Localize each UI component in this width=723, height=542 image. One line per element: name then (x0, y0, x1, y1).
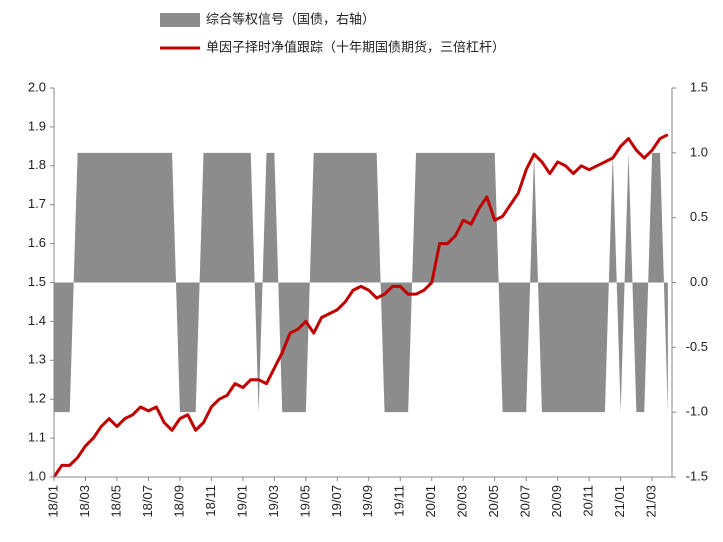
y2-tick-label: 0.5 (690, 209, 708, 224)
x-tick-label: 19/09 (360, 485, 375, 518)
x-tick-label: 18/11 (203, 485, 218, 517)
y2-tick-label: -1.0 (686, 404, 708, 419)
y-tick-label: 2.0 (28, 79, 46, 94)
y2-tick-label: -1.5 (686, 468, 708, 483)
x-tick-label: 20/01 (423, 485, 438, 518)
y-tick-label: 1.4 (28, 313, 46, 328)
y2-tick-label: -0.5 (686, 339, 708, 354)
y-tick-label: 1.8 (28, 157, 46, 172)
signal-area (54, 152, 668, 413)
x-tick-label: 19/05 (297, 485, 312, 518)
x-tick-label: 19/03 (266, 485, 281, 518)
x-tick-label: 20/03 (455, 485, 470, 518)
x-tick-label: 19/07 (329, 485, 344, 518)
y-tick-label: 1.2 (28, 391, 46, 406)
legend-label: 综合等权信号（国债，右轴） (206, 11, 375, 26)
y-tick-label: 1.5 (28, 274, 46, 289)
x-tick-label: 19/01 (234, 485, 249, 518)
y-tick-label: 1.3 (28, 352, 46, 367)
y-tick-label: 1.1 (28, 430, 46, 445)
x-tick-label: 18/03 (77, 485, 92, 518)
legend-label: 单因子择时净值跟踪（十年期国债期货，三倍杠杆） (206, 39, 505, 54)
legend-swatch (160, 13, 200, 27)
x-tick-label: 21/01 (612, 485, 627, 518)
y2-tick-label: 1.5 (690, 79, 708, 94)
y-tick-label: 1.6 (28, 235, 46, 250)
y2-tick-label: 1.0 (690, 144, 708, 159)
x-tick-label: 19/11 (392, 485, 407, 517)
y-tick-label: 1.0 (28, 468, 46, 483)
x-tick-label: 20/11 (581, 485, 596, 517)
y-tick-label: 1.9 (28, 118, 46, 133)
x-tick-label: 21/03 (644, 485, 659, 518)
y-tick-label: 1.7 (28, 196, 46, 211)
nav-line (52, 133, 669, 478)
x-tick-label: 18/05 (108, 485, 123, 518)
x-tick-label: 18/09 (171, 485, 186, 518)
x-tick-label: 20/07 (518, 485, 533, 518)
x-tick-label: 20/09 (549, 485, 564, 518)
y2-tick-label: 0.0 (690, 274, 708, 289)
x-tick-label: 20/05 (486, 485, 501, 518)
x-tick-label: 18/07 (140, 485, 155, 518)
x-tick-label: 18/01 (45, 485, 60, 518)
